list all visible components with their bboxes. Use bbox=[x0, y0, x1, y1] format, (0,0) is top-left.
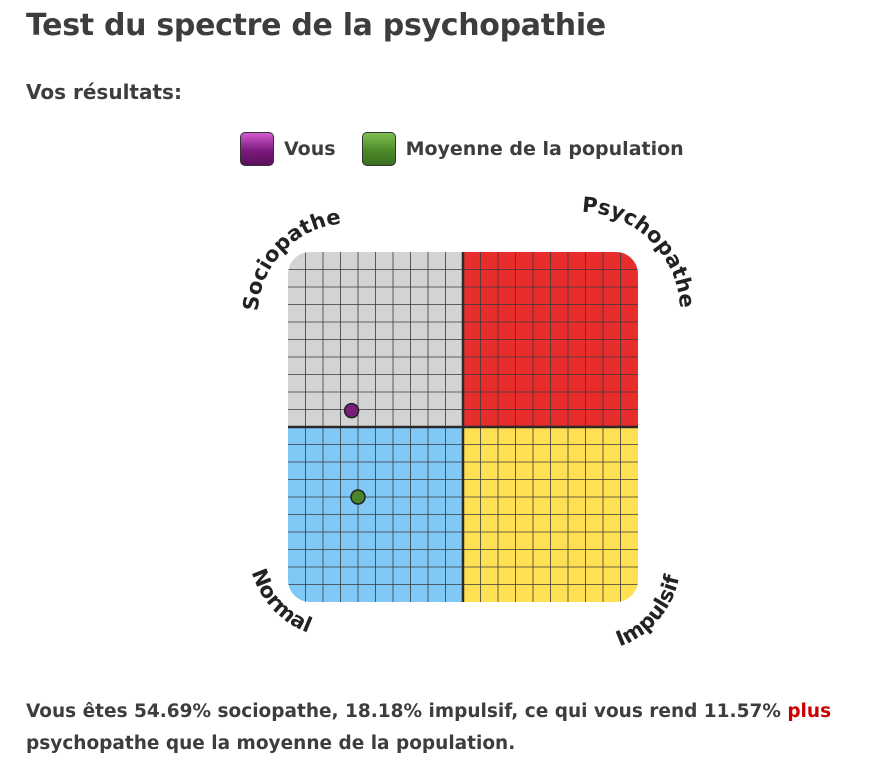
result-emphasis: plus bbox=[787, 701, 832, 722]
page-title: Test du spectre de la psychopathie bbox=[26, 8, 606, 43]
result-summary: Vous êtes 54.69% sociopathe, 18.18% impu… bbox=[26, 696, 856, 760]
marker-average bbox=[350, 489, 366, 505]
chart-legend: Vous Moyenne de la population bbox=[240, 132, 710, 166]
legend-label-average: Moyenne de la population bbox=[405, 138, 684, 160]
result-text-after: psychopathe que la moyenne de la populat… bbox=[26, 733, 516, 754]
legend-swatch-you bbox=[240, 132, 274, 166]
results-heading: Vos résultats: bbox=[26, 80, 182, 104]
quadrant-area bbox=[288, 252, 638, 602]
legend-swatch-average bbox=[361, 132, 396, 166]
legend-item-you: Vous bbox=[240, 132, 336, 166]
marker-you bbox=[343, 402, 360, 419]
result-text-before: Vous êtes 54.69% sociopathe, 18.18% impu… bbox=[26, 701, 788, 722]
psychopathy-quadrant-chart: Sociopathe Psychopathe Normal Impulsif bbox=[239, 193, 700, 652]
data-points bbox=[343, 402, 366, 505]
legend-item-average: Moyenne de la population bbox=[361, 132, 684, 166]
legend-label-you: Vous bbox=[284, 138, 336, 160]
